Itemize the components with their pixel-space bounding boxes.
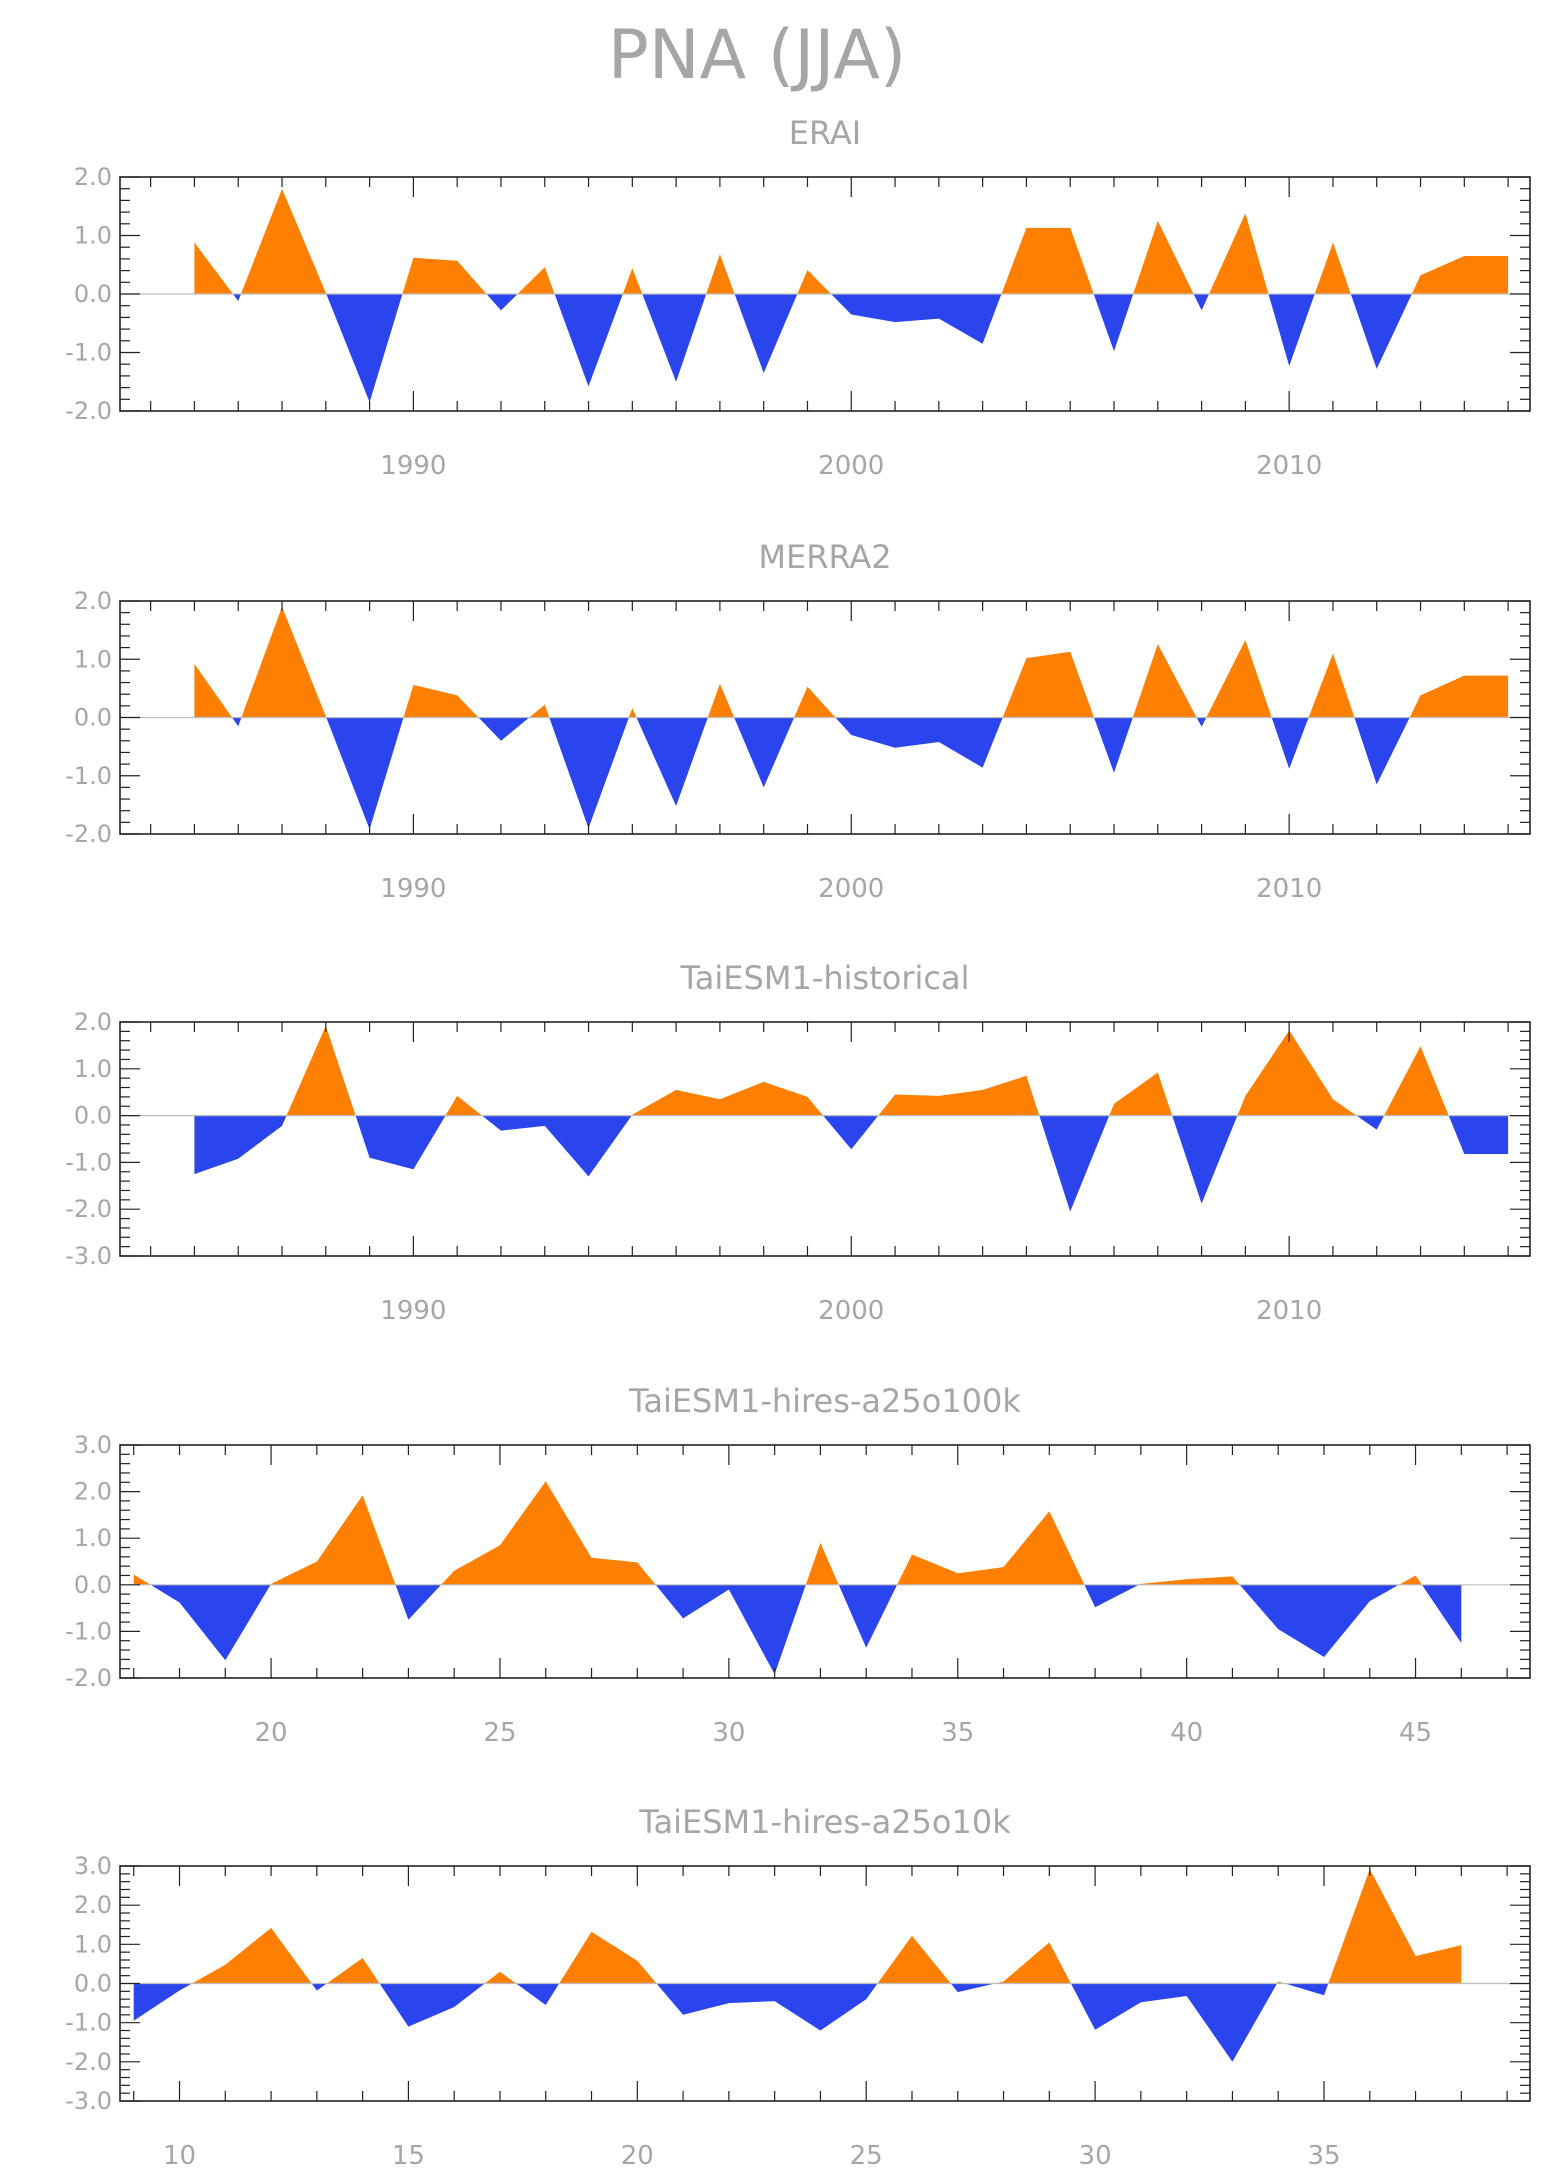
y-tick-label: 1.0 — [74, 222, 112, 250]
y-tick-label: 3.0 — [74, 1431, 112, 1459]
panel-title: TaiESM1-historical — [680, 959, 970, 997]
positive-area — [194, 1025, 1509, 1116]
x-tick-label: 45 — [1399, 1718, 1432, 1748]
y-tick-label: 3.0 — [74, 1852, 112, 1880]
negative-area — [194, 294, 1509, 403]
y-tick-label: -1.0 — [65, 1617, 112, 1645]
y-tick-label: 0.0 — [74, 1970, 112, 1998]
panel-3: TaiESM1-historical 2.0 1.0 0.0 -1.0 -2.0 -3.0 1… — [65, 959, 1531, 1326]
x-tick-label: 35 — [941, 1718, 974, 1748]
y-tick-label: 1.0 — [74, 1055, 112, 1083]
y-tick-label: -1.0 — [65, 1148, 112, 1176]
y-tick-label: -3.0 — [65, 2087, 112, 2115]
y-tick-label: 1.0 — [74, 645, 112, 673]
x-tick-label: 30 — [712, 1718, 745, 1748]
x-tick-label: 1990 — [380, 1296, 446, 1326]
y-tick-label: -2.0 — [65, 1664, 112, 1692]
x-tick-label: 10 — [163, 2141, 196, 2171]
x-tick-label: 25 — [850, 2141, 883, 2171]
y-tick-label: -1.0 — [65, 339, 112, 367]
panel-title: ERAI — [789, 114, 861, 152]
y-tick-label: -3.0 — [65, 1242, 112, 1270]
panel-title: MERRA2 — [758, 538, 891, 576]
x-tick-label: 35 — [1307, 2141, 1340, 2171]
positive-area — [133, 1481, 1462, 1585]
y-tick-label: 0.0 — [74, 1571, 112, 1599]
y-tick-label: -2.0 — [65, 397, 112, 425]
y-tick-label: -1.0 — [65, 2009, 112, 2037]
y-tick-label: -2.0 — [65, 820, 112, 848]
x-tick-label: 2010 — [1256, 1296, 1322, 1326]
positive-area — [133, 1869, 1462, 1984]
panel-title: TaiESM1-hires-a25o10k — [638, 1803, 1011, 1841]
panel-5: TaiESM1-hires-a25o10k 3.0 2.0 1.0 0.0 -1.0 -2.… — [65, 1803, 1531, 2171]
negative-area — [194, 1115, 1509, 1212]
negative-area — [133, 1584, 1462, 1675]
x-tick-label: 40 — [1170, 1718, 1203, 1748]
y-tick-label: 2.0 — [74, 587, 112, 615]
negative-area — [133, 1983, 1462, 2062]
negative-area — [194, 717, 1509, 830]
x-tick-label: 30 — [1079, 2141, 1112, 2171]
y-tick-label: 2.0 — [74, 1891, 112, 1919]
panel-title: TaiESM1-hires-a25o100k — [628, 1382, 1021, 1420]
panel-2: MERRA2 2.0 1.0 0.0 -1.0 -2.0 1990 2000 2010 — [65, 538, 1531, 904]
y-tick-label: 2.0 — [74, 1478, 112, 1506]
figure-title: PNA (JJA) — [608, 16, 907, 95]
positive-area — [194, 606, 1509, 718]
positive-area — [194, 188, 1509, 294]
x-tick-label: 1990 — [380, 874, 446, 904]
panel-4: TaiESM1-hires-a25o100k 3.0 2.0 1.0 0.0 -1.0 -2… — [65, 1382, 1531, 1748]
y-tick-label: 2.0 — [74, 1008, 112, 1036]
y-tick-label: 0.0 — [74, 280, 112, 308]
x-tick-label: 2000 — [818, 1296, 884, 1326]
x-tick-label: 2010 — [1256, 451, 1322, 481]
y-tick-label: 0.0 — [74, 1102, 112, 1130]
x-tick-label: 20 — [255, 1718, 288, 1748]
plot-frame — [119, 1444, 1531, 1679]
x-tick-label: 1990 — [380, 451, 446, 481]
y-tick-label: -2.0 — [65, 1195, 112, 1223]
plot-frame — [119, 1021, 1531, 1257]
y-tick-label: 1.0 — [74, 1930, 112, 1958]
x-tick-label: 25 — [483, 1718, 516, 1748]
x-tick-label: 2000 — [818, 874, 884, 904]
y-tick-label: -1.0 — [65, 762, 112, 790]
x-tick-label: 15 — [392, 2141, 425, 2171]
x-tick-label: 2000 — [818, 451, 884, 481]
y-tick-label: 0.0 — [74, 704, 112, 732]
y-tick-label: 1.0 — [74, 1524, 112, 1552]
x-tick-label: 2010 — [1256, 874, 1322, 904]
panel-1: ERAI 2.0 1.0 0.0 -1.0 -2.0 1990 2000 2010 — [65, 114, 1531, 481]
y-tick-label: 2.0 — [74, 163, 112, 191]
y-tick-label: -2.0 — [65, 2048, 112, 2076]
x-tick-label: 20 — [621, 2141, 654, 2171]
